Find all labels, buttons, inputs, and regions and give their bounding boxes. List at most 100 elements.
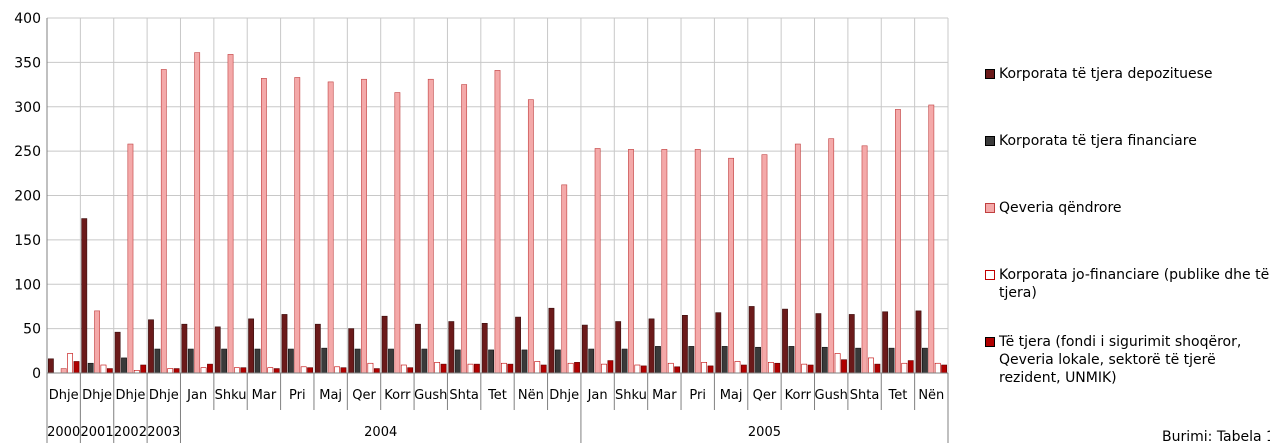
bar-te-tjera [774,362,781,374]
bar-jo-financiare [801,363,808,374]
year-label: 2000 [47,425,80,440]
legend-item-qeveria: Qeveria qëndrore [985,199,1122,217]
bar-qeveria [494,70,501,374]
bar-qeveria [628,149,634,374]
legend-label: Qeveria qëndrore [999,200,1122,216]
bar-jo-financiare [234,367,240,374]
bar-depozituese [81,218,88,374]
bar-financiare [87,362,94,374]
bar-depozituese [882,311,889,374]
x-tick-label: Qer [753,388,777,403]
bar-jo-financiare [334,366,340,374]
bar-jo-financiare [634,364,641,374]
legend-item-depozituese: Korporata të tjera depozituese [985,65,1213,83]
bar-financiare [154,348,161,374]
bar-financiare [821,346,828,374]
year-label: 2003 [147,425,180,440]
bar-qeveria [761,154,768,374]
bar-depozituese [248,318,255,374]
bar-qeveria [227,54,234,374]
x-tick-label: Dhje [49,388,79,403]
bar-financiare [788,346,795,374]
bar-jo-financiare [834,353,841,374]
bar-jo-financiare [467,363,474,374]
x-tick-label: Nën [918,388,944,403]
bar-jo-financiare [500,362,507,374]
x-tick-label: Jan [587,388,608,403]
year-label: 2001 [81,425,114,440]
bar-jo-financiare [367,362,374,374]
bar-financiare [454,349,461,374]
bar-depozituese [348,328,355,374]
bar-te-tjera [574,362,580,374]
bar-te-tjera [207,363,213,374]
bar-qeveria [127,143,134,374]
x-tick-label: Korr [384,388,411,403]
bar-financiare [721,346,728,374]
x-axis-labels: Dhje Dhje Dhje Dhje Jan Shku Mar Pri Maj Qer Korr G… [46,373,949,443]
legend-label: Korporata të tjera depozituese [999,66,1213,82]
bar-financiare [321,347,328,374]
bar-financiare [554,349,561,374]
bar-qeveria [794,143,801,374]
bar-jo-financiare [868,357,874,374]
bar-depozituese [281,314,288,374]
x-tick-label: Qer [352,388,376,403]
x-tick-label: Maj [319,388,342,403]
bar-qeveria [895,109,901,374]
bar-jo-financiare [667,362,674,374]
bar-te-tjera [340,367,347,374]
bar-financiare [187,348,194,374]
legend-swatch [985,69,995,79]
y-tick-label: 100 [14,277,41,293]
bar-jo-financiare [200,367,207,374]
y-tick-label: 150 [14,233,41,249]
bar-financiare [488,349,494,374]
x-tick-label: Dhje [82,388,112,403]
bar-financiare [221,348,228,374]
bar-qeveria [261,78,267,374]
bar-te-tjera [607,360,614,374]
bar-financiare [254,348,261,374]
bar-depozituese [815,313,822,374]
x-tick-label: Tet [888,388,908,403]
bar-qeveria [194,52,201,374]
legend-label: Korporata të tjera financiare [999,133,1197,149]
bar-qeveria [527,99,534,374]
x-tick-label: Shta [850,388,880,403]
bar-financiare [121,357,127,374]
bar-depozituese [47,358,54,374]
bar-qeveria [928,104,935,374]
y-tick-label: 300 [14,100,41,116]
y-tick-label: 0 [32,366,41,382]
bar-qeveria [94,310,100,374]
bar-te-tjera [874,363,881,374]
legend-item-jo-financiare: Korporata jo-financiare (publike dhe të … [985,266,1270,302]
legend-swatch [985,203,995,213]
bar-depozituese [148,319,154,374]
bar-qeveria [594,148,601,374]
legend-item-te-tjera: Të tjera (fondi i sigurimit shoqëror, Qe… [985,333,1270,387]
x-tick-label: Gush [815,388,848,403]
y-tick-label: 200 [14,189,41,205]
x-tick-label: Dhje [115,388,145,403]
y-tick-label: 50 [23,322,41,338]
bar-qeveria [828,138,835,374]
bar-te-tjera [740,364,747,374]
x-tick-label: Pri [289,388,306,403]
bar-jo-financiare [534,361,541,374]
bar-jo-financiare [400,364,407,374]
bar-financiare [755,346,761,374]
bar-qeveria [694,149,701,374]
bar-te-tjera [707,365,714,374]
bar-jo-financiare [300,366,307,374]
bar-qeveria [661,149,668,374]
bar-financiare [688,346,695,374]
bar-depozituese [181,323,188,374]
bar-depozituese [782,308,788,374]
bar-depozituese [448,321,455,374]
bar-te-tjera [240,367,247,374]
bar-financiare [354,348,361,374]
x-tick-label: Maj [720,388,743,403]
bar-depozituese [114,331,121,374]
